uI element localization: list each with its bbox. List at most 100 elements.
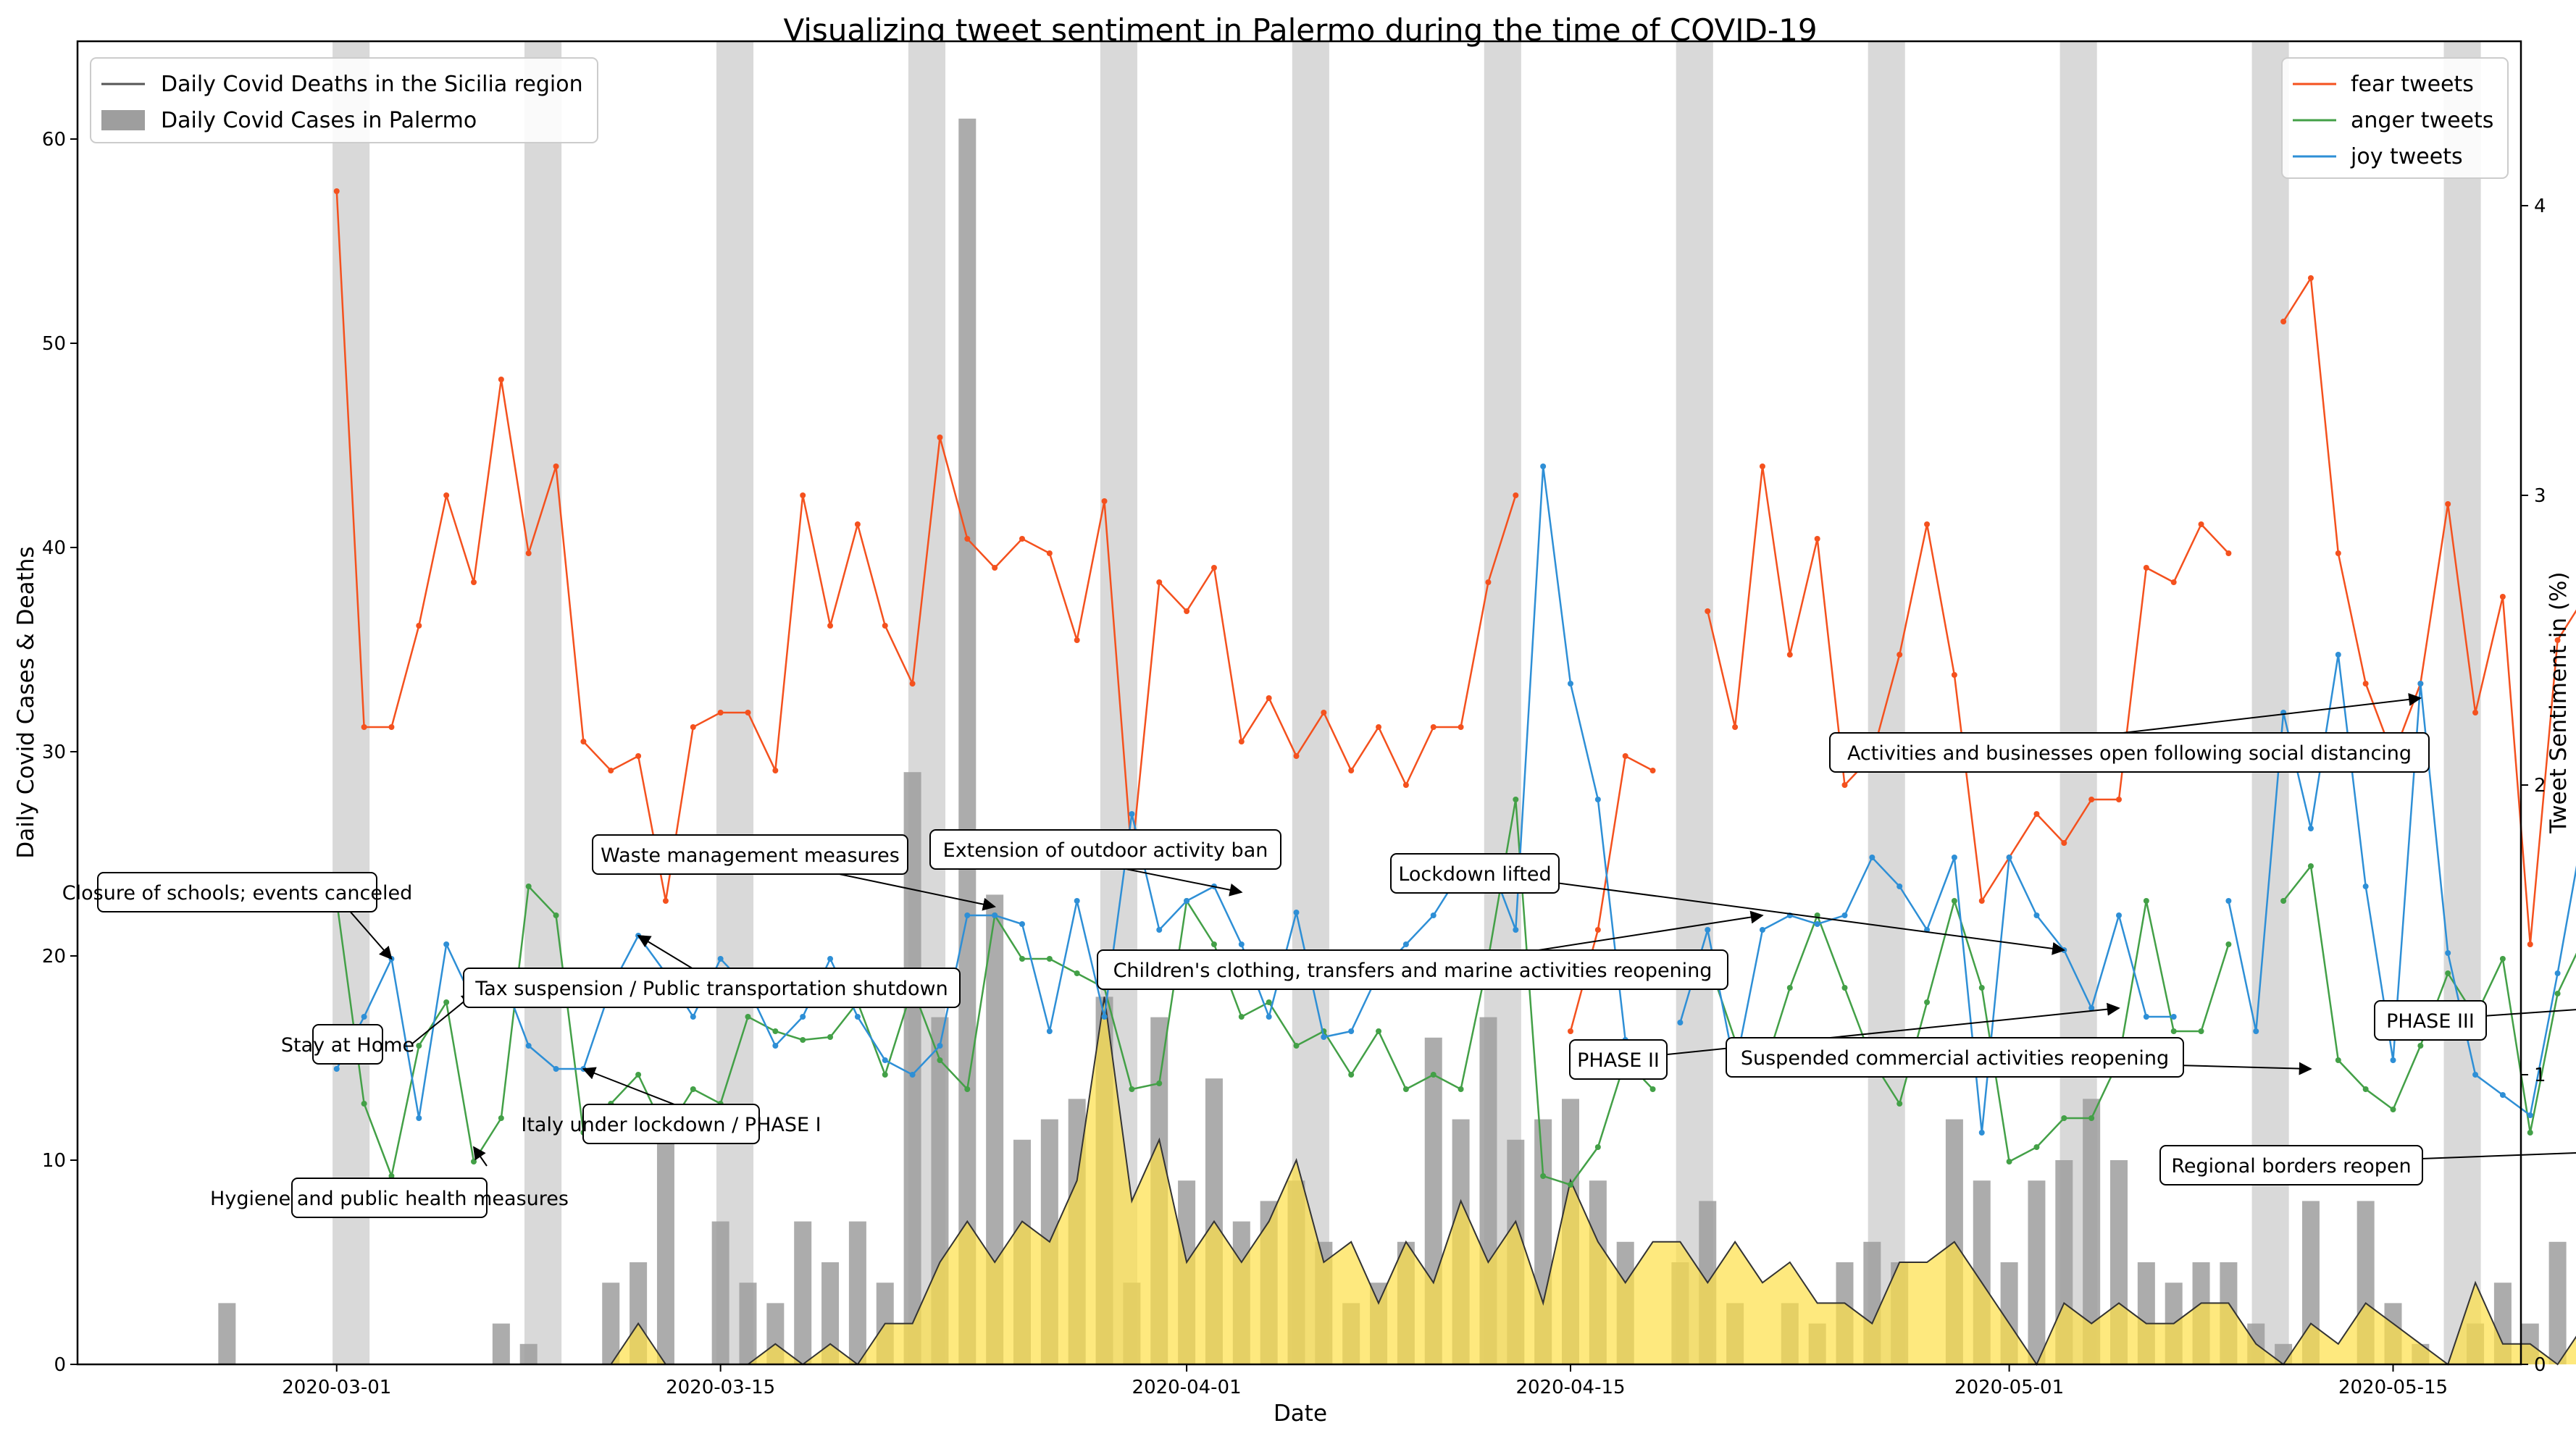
series-point	[1074, 898, 1080, 904]
y-axis-label-right: Tweet Sentiment in (%)	[2546, 571, 2572, 834]
series-point	[2335, 1057, 2341, 1063]
series-point	[2225, 550, 2232, 556]
y-tick-left-label: 40	[42, 537, 66, 559]
series-point	[525, 884, 532, 889]
series-point	[1046, 550, 1053, 556]
series-point	[1348, 1072, 1355, 1078]
series-point	[717, 956, 724, 962]
series-point	[443, 941, 450, 947]
series-point	[1568, 681, 1573, 687]
series-point	[2527, 941, 2533, 947]
annotation-box	[312, 1024, 383, 1065]
series-point	[1376, 724, 1382, 730]
series-point	[1293, 910, 1300, 915]
series-point	[1293, 753, 1300, 759]
series-point	[1184, 898, 1190, 904]
series-point	[745, 1014, 751, 1020]
series-point	[1897, 884, 1903, 889]
series-point	[1513, 927, 1519, 933]
annotation-arrow	[2419, 1009, 2576, 1021]
series-point	[2390, 1057, 2396, 1063]
series-point	[553, 912, 559, 918]
series-point	[1402, 941, 1409, 947]
series-point	[2088, 1005, 2095, 1011]
series-line	[335, 190, 1517, 902]
series-point	[2198, 1028, 2204, 1034]
series-point	[2554, 970, 2561, 976]
series-point	[1266, 999, 1272, 1005]
x-tick-label: 2020-05-15	[2338, 1377, 2448, 1398]
annotation-label: Waste management measures	[601, 844, 900, 867]
series-line	[1707, 466, 2230, 904]
series-point	[800, 1037, 806, 1043]
weekend-shade	[2443, 41, 2481, 1364]
y-tick-left-label: 50	[42, 333, 66, 355]
series-point	[800, 492, 806, 498]
series-point	[2225, 898, 2232, 904]
series-point	[854, 1014, 861, 1020]
series-point	[1978, 985, 1985, 991]
series-point	[2554, 991, 2561, 996]
annotation-box	[1569, 1039, 1668, 1080]
weekend-shade	[333, 41, 370, 1364]
series-point	[471, 1159, 477, 1164]
series-point	[827, 623, 834, 629]
series-point	[416, 1043, 422, 1049]
series-point	[2116, 797, 2122, 802]
annotation-label: Lockdown lifted	[1398, 863, 1551, 886]
series-point	[1046, 956, 1053, 962]
weekend-shade	[1676, 41, 1713, 1364]
series-joy-tweets	[333, 463, 2576, 1136]
series-point	[2253, 1028, 2259, 1034]
series-point	[2499, 594, 2506, 600]
series-point	[1897, 1101, 1903, 1107]
y-tick-left-label: 0	[54, 1354, 66, 1376]
y-tick-right-label: 1	[2534, 1065, 2546, 1086]
series-point	[937, 1057, 943, 1063]
cases-bar	[492, 1323, 510, 1364]
annotation-label: Regional borders reopen	[2171, 1155, 2411, 1178]
series-point	[772, 768, 779, 773]
series-point	[1321, 710, 1327, 716]
series-point	[1732, 724, 1739, 730]
series-point	[1485, 579, 1492, 585]
annotation-label: PHASE II	[1577, 1049, 1660, 1072]
annotation-box	[1726, 1037, 2184, 1078]
y-ticks-right: 0 1 2 3 4	[2521, 196, 2546, 1376]
x-tick-label: 2020-03-15	[666, 1377, 775, 1398]
series-point	[1649, 1086, 1656, 1092]
series-point	[1841, 985, 1848, 991]
annotation-box	[929, 829, 1281, 870]
series-point	[416, 1115, 422, 1121]
series-point	[498, 1115, 504, 1121]
legend-right-label: fear tweets	[2351, 72, 2474, 97]
series-point	[1101, 498, 1108, 504]
x-tick-label: 2020-04-15	[1515, 1377, 1625, 1398]
series-point	[553, 1066, 559, 1072]
series-point	[1978, 1130, 1985, 1136]
series-point	[1513, 797, 1519, 802]
annotation-label: Children's clothing, transfers and marin…	[1113, 960, 1713, 982]
series-point	[361, 724, 367, 730]
legend-right-label: anger tweets	[2351, 108, 2493, 133]
series-point	[1156, 927, 1163, 933]
series-point	[1897, 652, 1903, 658]
series-point	[1841, 912, 1848, 918]
series-point	[1019, 536, 1025, 542]
cases-bar	[958, 118, 977, 1364]
series-line	[2283, 275, 2576, 945]
y-tick-right-label: 2	[2534, 775, 2546, 797]
series-point	[909, 1072, 916, 1078]
series-point	[2033, 811, 2040, 817]
series-point	[1951, 855, 1957, 860]
cases-bar	[848, 1221, 866, 1364]
series-point	[2280, 898, 2287, 904]
deaths-line	[199, 996, 2576, 1367]
series-point	[1321, 1034, 1327, 1040]
series-point	[1402, 782, 1409, 788]
series-point	[2527, 1130, 2533, 1136]
series-point	[525, 550, 532, 556]
series-point	[1594, 797, 1601, 802]
series-point	[662, 898, 669, 904]
